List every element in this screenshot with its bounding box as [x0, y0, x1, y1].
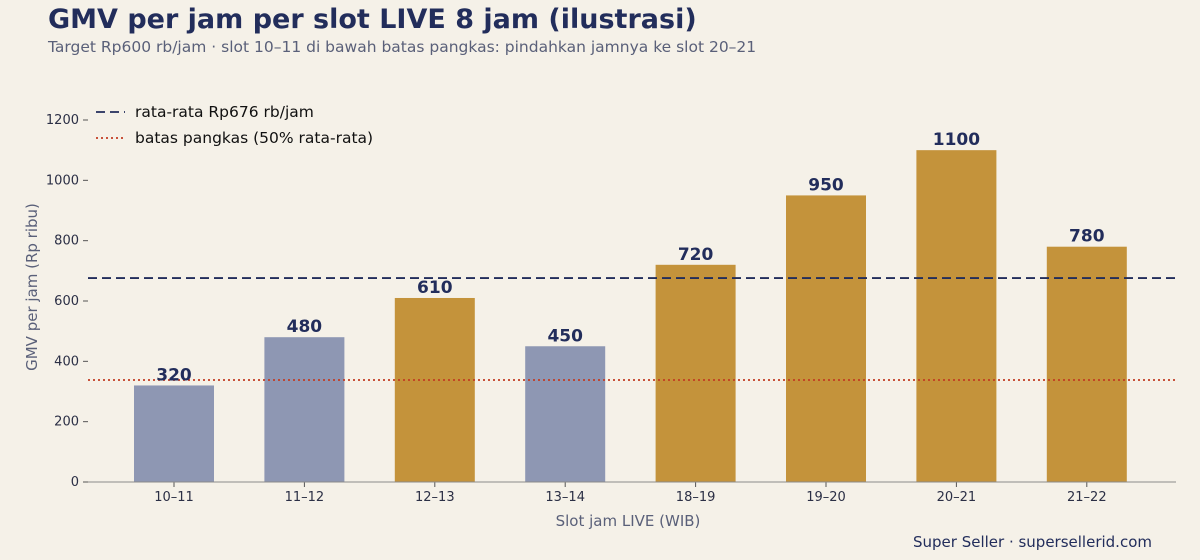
x-tick-label: 21–22	[1067, 490, 1107, 505]
value-label: 610	[417, 278, 453, 298]
value-label: 450	[547, 326, 583, 346]
y-tick-label: 800	[54, 234, 79, 249]
legend-label: rata-rata Rp676 rb/jam	[135, 103, 314, 121]
value-labels-layer: 320 480 610 450 720 950 1100 780	[156, 130, 1104, 385]
chart-title: GMV per jam per slot LIVE 8 jam (ilustra…	[48, 4, 697, 35]
value-label: 780	[1069, 227, 1105, 247]
value-label: 1100	[933, 130, 980, 150]
y-tick-label: 0	[71, 475, 79, 490]
chart-subtitle: Target Rp600 rb/jam · slot 10–11 di bawa…	[48, 38, 757, 56]
bar-13–14	[525, 346, 606, 482]
bar-12–13	[394, 297, 475, 482]
value-label: 950	[808, 175, 844, 195]
bar-20–21	[916, 150, 997, 482]
y-axis-label: GMV per jam (Rp ribu)	[23, 203, 41, 371]
x-tick-label: 11–12	[285, 490, 325, 505]
x-tick-label: 13–14	[545, 490, 585, 505]
x-tick-label: 19–20	[806, 490, 846, 505]
y-tick-label: 1200	[46, 113, 79, 128]
bar-18–19	[655, 264, 736, 482]
legend-label: batas pangkas (50% rata-rata)	[135, 129, 373, 147]
y-tick-label: 400	[54, 354, 79, 369]
bar-11–12	[264, 337, 345, 482]
bars-layer	[134, 150, 1127, 482]
bar-10–11	[134, 385, 214, 482]
footer-credit: Super Seller · supersellerid.com	[912, 533, 1152, 551]
x-tick-label: 10–11	[154, 490, 194, 505]
x-tick-label: 18–19	[676, 490, 716, 505]
x-tick-label: 20–21	[937, 490, 977, 505]
legend: rata-rata Rp676 rb/jam batas pangkas (50%…	[96, 103, 373, 147]
y-tick-label: 200	[54, 415, 79, 430]
x-tick-label: 12–13	[415, 490, 455, 505]
axes-layer: 10–11 11–12 12–13 13–14 18–19 19–20 20–21 21–22…	[46, 113, 1176, 505]
bar-19–20	[786, 195, 866, 482]
y-tick-label: 600	[54, 294, 79, 309]
reference-lines-layer	[88, 277, 1176, 381]
value-label: 320	[156, 365, 192, 385]
x-axis-label: Slot jam LIVE (WIB)	[556, 512, 701, 530]
value-label: 720	[678, 245, 714, 265]
y-tick-label: 1000	[46, 173, 79, 188]
value-label: 480	[287, 317, 323, 337]
bar-21–22	[1046, 246, 1127, 482]
